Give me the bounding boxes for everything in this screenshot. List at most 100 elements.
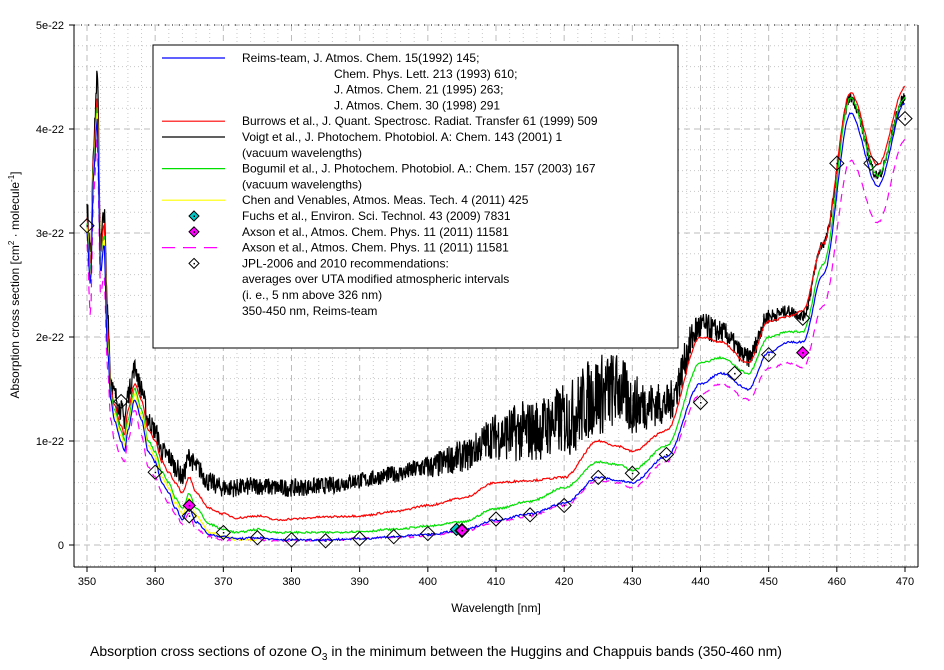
data-point bbox=[624, 465, 641, 481]
data-point bbox=[522, 507, 538, 523]
legend-label: J. Atmos. Chem. 30 (1998) 291 bbox=[334, 98, 500, 112]
legend-entry: Chen and Venables, Atmos. Meas. Tech. 4 … bbox=[162, 193, 529, 207]
y-axis-title-sup1: 2 bbox=[7, 240, 16, 245]
x-tick-label: 390 bbox=[350, 576, 368, 588]
y-tick-label: 4e-22 bbox=[36, 124, 64, 136]
legend-label: Axson et al., Atmos. Chem. Phys. 11 (201… bbox=[242, 241, 509, 255]
legend-label: (vacuum wavelengths) bbox=[242, 146, 362, 160]
y-tick-label: 3e-22 bbox=[36, 228, 64, 240]
series-line bbox=[86, 70, 906, 498]
data-point-dot bbox=[700, 402, 702, 404]
chart-caption: Absorption cross sections of ozone O3 in… bbox=[90, 643, 782, 663]
series-bogumil-et-al- bbox=[86, 96, 906, 535]
data-point-dot bbox=[495, 518, 497, 520]
data-point-dot bbox=[836, 162, 838, 165]
data-point-dot bbox=[222, 532, 225, 534]
data-point-dot bbox=[665, 454, 668, 456]
x-tick-label: 410 bbox=[487, 576, 505, 588]
data-point-dot bbox=[291, 539, 293, 541]
data-point bbox=[249, 530, 266, 546]
data-point-dot bbox=[802, 352, 804, 354]
y-axis-title-mid: · molecule bbox=[8, 182, 22, 241]
data-point bbox=[692, 394, 709, 411]
data-point-dot bbox=[461, 529, 463, 532]
data-point-dot bbox=[631, 472, 634, 475]
series-burrows-et-al- bbox=[86, 86, 905, 522]
series-axson-et-al-spectrum- bbox=[86, 138, 906, 544]
data-point-dot bbox=[359, 538, 361, 540]
legend-label: Axson et al., Atmos. Chem. Phys. 11 (201… bbox=[242, 225, 509, 239]
y-axis-title-end: ] bbox=[8, 171, 22, 174]
data-point-dot bbox=[563, 504, 566, 507]
data-point-dot bbox=[529, 514, 532, 516]
y-axis-title: Absorption cross section [cm2 · molecule… bbox=[7, 171, 22, 398]
legend-label: Chem. Phys. Lett. 213 (1993) 610; bbox=[334, 67, 517, 81]
data-point bbox=[351, 531, 368, 547]
x-axis-title: Wavelength [nm] bbox=[451, 601, 541, 615]
data-point-dot bbox=[904, 118, 906, 120]
y-tick-label: 0 bbox=[58, 540, 64, 552]
data-point bbox=[590, 469, 606, 486]
legend-label: Bogumil et al., J. Photochem. Photobiol.… bbox=[242, 162, 596, 176]
series-jpl-2006-and-2010-recommendations bbox=[79, 110, 913, 549]
data-point bbox=[113, 393, 129, 410]
legend-label: J. Atmos. Chem. 21 (1995) 263; bbox=[334, 83, 503, 97]
legend-label: Fuchs et al., Environ. Sci. Technol. 43 … bbox=[242, 209, 511, 223]
data-point bbox=[897, 110, 913, 127]
data-point bbox=[454, 522, 470, 539]
data-point-dot bbox=[768, 354, 770, 356]
data-point bbox=[863, 155, 879, 172]
legend-box bbox=[152, 44, 679, 349]
data-point-dot bbox=[86, 225, 88, 227]
series-line bbox=[86, 96, 906, 535]
y-axis-title-sup2: -1 bbox=[7, 174, 16, 182]
caption-suffix: in the minimum between the Huggins and C… bbox=[327, 643, 782, 659]
y-tick-label: 2e-22 bbox=[36, 332, 64, 344]
y-axis: 0 1e-22 2e-22 3e-22 4e-22 5e-22 bbox=[36, 20, 74, 552]
data-point bbox=[215, 524, 232, 541]
data-point bbox=[420, 525, 436, 542]
legend-label: Reims-team, J. Atmos. Chem. 15(1992) 145… bbox=[242, 51, 479, 65]
legend-marker-swatch-dot bbox=[193, 215, 195, 217]
legend-marker-swatch-dot bbox=[193, 262, 195, 265]
data-point bbox=[760, 346, 777, 363]
x-tick-label: 400 bbox=[419, 576, 437, 588]
data-point-dot bbox=[325, 540, 327, 542]
data-point-dot bbox=[256, 537, 259, 539]
series-line bbox=[86, 113, 257, 542]
x-tick-label: 450 bbox=[759, 576, 777, 588]
legend-entry: JPL-2006 and 2010 recommendations: averag… bbox=[188, 256, 509, 318]
data-point-dot bbox=[870, 162, 872, 165]
legend-entry: Axson et al., Atmos. Chem. Phys. 11 (201… bbox=[162, 241, 509, 255]
legend-entry: Axson et al., Atmos. Chem. Phys. 11 (201… bbox=[188, 225, 509, 239]
series-line bbox=[86, 138, 906, 544]
legend-entry: Fuchs et al., Environ. Sci. Technol. 43 … bbox=[188, 209, 511, 223]
x-tick-label: 350 bbox=[78, 576, 96, 588]
data-point bbox=[181, 508, 197, 524]
legend-label: 350-450 nm, Reims-team bbox=[242, 304, 377, 318]
data-point bbox=[726, 365, 743, 382]
data-point bbox=[658, 446, 675, 463]
legend-label: (vacuum wavelengths) bbox=[242, 177, 362, 191]
data-point-dot bbox=[120, 400, 123, 403]
caption-subscript: 3 bbox=[321, 651, 328, 663]
x-tick-label: 470 bbox=[896, 576, 914, 588]
data-point-dot bbox=[188, 504, 191, 507]
legend-entry: Burrows et al., J. Quant. Spectrosc. Rad… bbox=[162, 114, 598, 128]
data-point-dot bbox=[393, 536, 395, 538]
legend-entry: Bogumil et al., J. Photochem. Photobiol.… bbox=[162, 162, 596, 191]
x-tick-label: 420 bbox=[555, 576, 573, 588]
data-point bbox=[79, 218, 95, 234]
x-tick-label: 380 bbox=[282, 576, 300, 588]
data-point bbox=[147, 464, 163, 480]
series-line bbox=[86, 86, 905, 522]
legend-label: Voigt et al., J. Photochem. Photobiol. A… bbox=[242, 130, 563, 144]
legend: Reims-team, J. Atmos. Chem. 15(1992) 145… bbox=[152, 44, 679, 349]
series-voigt-et-al- bbox=[86, 70, 906, 498]
data-point bbox=[556, 497, 572, 514]
y-axis-title-main: Absorption cross section [cm bbox=[8, 245, 22, 398]
legend-marker-swatch-dot bbox=[193, 231, 195, 233]
legend-label: Burrows et al., J. Quant. Spectrosc. Rad… bbox=[242, 114, 598, 128]
x-axis: 350 360 370 380 390 400 410 420 430 440 450 460 470 bbox=[78, 567, 914, 588]
